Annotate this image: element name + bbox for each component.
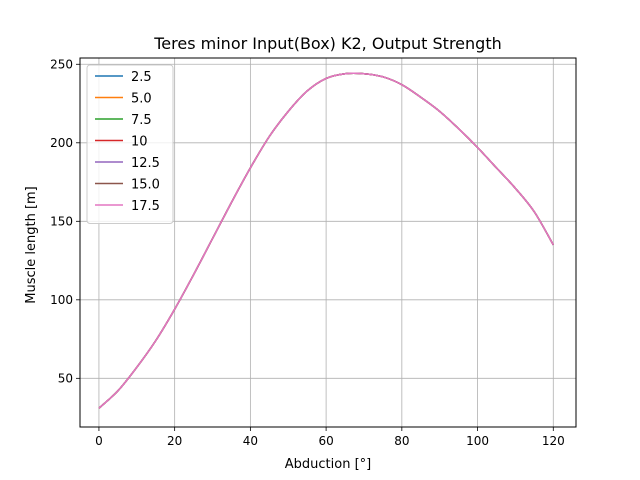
plot-frame [79,57,577,428]
y-tick-label: 200 [50,136,73,150]
y-tick-label: 150 [50,214,73,228]
legend: 2.5 5.0 7.5 10 12.5 15.0 17.5 [86,64,174,224]
x-tick-label: 60 [318,434,333,448]
legend-label-4: 12.5 [131,156,160,171]
y-axis-ticks: 50 100 150 200 250 [50,57,80,385]
x-tick-label: 0 [95,434,103,448]
x-tick-label: 20 [167,434,182,448]
legend-label-1: 5.0 [131,92,152,107]
y-tick-label: 250 [50,57,73,71]
series-lines [98,72,554,409]
grid-lines [80,58,576,427]
x-tick-label: 120 [542,434,565,448]
y-tick-label: 50 [58,371,73,385]
x-tick-label: 40 [243,434,258,448]
legend-label-5: 15.0 [131,178,160,193]
y-axis-label: Muscle length [m] [24,186,39,304]
plot-area: 0 20 40 60 80 100 120 50 100 150 200 250 [50,57,577,448]
legend-label-2: 7.5 [131,113,152,128]
legend-label-6: 17.5 [131,199,160,214]
x-tick-label: 100 [466,434,489,448]
x-axis-ticks: 0 20 40 60 80 100 120 [95,427,565,448]
legend-box [86,64,174,224]
x-axis-label: Abduction [°] [285,457,371,472]
legend-label-3: 10 [131,135,148,150]
y-tick-label: 100 [50,293,73,307]
chart-title: Teres minor Input(Box) K2, Output Streng… [153,34,501,53]
series-line-6 [98,72,554,409]
x-tick-label: 80 [394,434,409,448]
legend-label-0: 2.5 [131,70,152,85]
